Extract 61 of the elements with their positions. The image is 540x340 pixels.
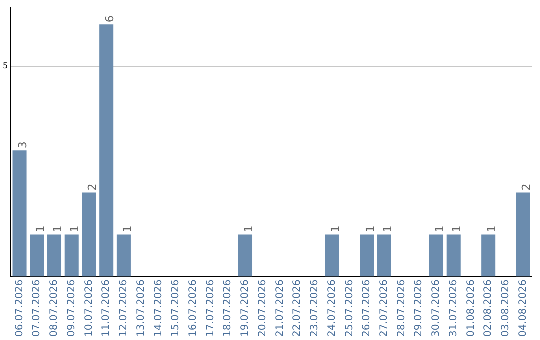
bar bbox=[47, 234, 62, 277]
x-tick-label: 29.07.2026 bbox=[414, 280, 425, 338]
x-tick-label: 08.07.2026 bbox=[49, 280, 60, 338]
x-tick-label: 19.07.2026 bbox=[240, 280, 252, 338]
x-tick-label: 22.07.2026 bbox=[292, 280, 304, 338]
x-tick-label: 16.07.2026 bbox=[188, 280, 199, 338]
x-tick-label: 13.07.2026 bbox=[136, 280, 147, 338]
x-tick-label: 14.07.2026 bbox=[153, 280, 164, 338]
x-tick-label: 01.08.2026 bbox=[466, 280, 477, 338]
x-tick-label: 24.07.2026 bbox=[326, 280, 338, 338]
data-label: 1 bbox=[329, 226, 342, 233]
bar bbox=[429, 234, 444, 277]
x-tick-label: 30.07.2026 bbox=[431, 280, 442, 338]
x-tick-label: 07.07.2026 bbox=[32, 280, 43, 338]
x-tick-label: 10.07.2026 bbox=[84, 280, 95, 338]
bar bbox=[100, 24, 114, 277]
data-label: 2 bbox=[86, 184, 100, 191]
bar bbox=[516, 192, 530, 277]
x-tick-label: 03.08.2026 bbox=[500, 280, 512, 338]
x-tick-label: 18.07.2026 bbox=[222, 280, 234, 338]
x-tick-label: 26.07.2026 bbox=[362, 280, 373, 338]
y-tick-label: 5 bbox=[2, 62, 8, 71]
x-tick-label: 06.07.2026 bbox=[14, 280, 26, 338]
x-tick-label: 09.07.2026 bbox=[66, 280, 78, 338]
x-tick-label: 31.07.2026 bbox=[448, 280, 460, 338]
x-tick-label: 28.07.2026 bbox=[396, 280, 408, 338]
data-label: 1 bbox=[51, 226, 64, 233]
x-tick-label: 15.07.2026 bbox=[170, 280, 182, 338]
bar bbox=[30, 234, 44, 277]
bar bbox=[64, 234, 79, 277]
data-label: 3 bbox=[16, 142, 30, 149]
x-tick-label: 21.07.2026 bbox=[274, 280, 286, 338]
data-label: 1 bbox=[120, 226, 134, 233]
data-label: 1 bbox=[34, 226, 47, 233]
x-tick-label: 25.07.2026 bbox=[344, 280, 356, 338]
data-label: 2 bbox=[520, 184, 534, 191]
x-tick-label: 27.07.2026 bbox=[379, 280, 390, 338]
bar bbox=[360, 234, 374, 277]
x-tick-label: 17.07.2026 bbox=[205, 280, 216, 338]
bar bbox=[82, 192, 96, 277]
data-label: 1 bbox=[242, 226, 256, 233]
bar bbox=[446, 234, 461, 277]
x-tick-label: 23.07.2026 bbox=[310, 280, 321, 338]
data-label: 1 bbox=[485, 226, 498, 233]
bar bbox=[12, 150, 27, 277]
data-label: 6 bbox=[103, 16, 116, 23]
bar bbox=[325, 234, 340, 277]
bar bbox=[116, 234, 131, 277]
data-label: 1 bbox=[381, 226, 394, 233]
x-tick-label: 02.08.2026 bbox=[483, 280, 494, 338]
x-tick-label: 12.07.2026 bbox=[118, 280, 130, 338]
data-label: 1 bbox=[68, 226, 82, 233]
bar bbox=[377, 234, 392, 277]
x-tick-label: 20.07.2026 bbox=[257, 280, 268, 338]
data-label: 1 bbox=[364, 226, 377, 233]
data-label: 1 bbox=[450, 226, 464, 233]
bar bbox=[482, 234, 496, 277]
x-tick-label: 11.07.2026 bbox=[101, 280, 112, 338]
bar bbox=[238, 234, 253, 277]
data-label: 1 bbox=[433, 226, 446, 233]
x-tick-label: 04.08.2026 bbox=[518, 280, 529, 338]
